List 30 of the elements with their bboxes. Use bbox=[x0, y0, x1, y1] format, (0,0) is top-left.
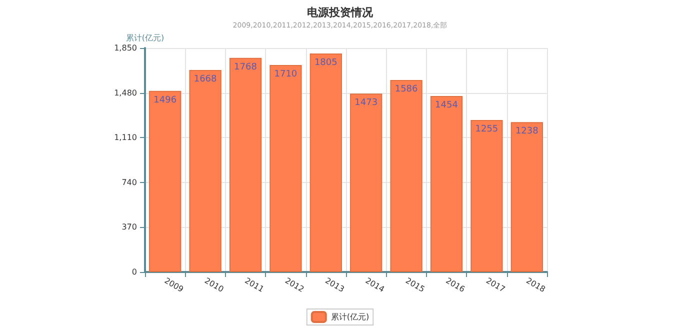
y-tick-label: 1,850 bbox=[114, 44, 137, 52]
bar bbox=[270, 64, 302, 272]
data-label: 1668 bbox=[194, 74, 218, 85]
y-tick-label: 1,480 bbox=[114, 88, 137, 98]
bar bbox=[430, 96, 463, 272]
bar bbox=[189, 70, 222, 272]
legend-label: 累计(亿元) bbox=[330, 312, 370, 322]
y-axis-title: 累计(亿元) bbox=[126, 34, 164, 42]
y-tick-label: 370 bbox=[122, 222, 137, 232]
data-label: 1255 bbox=[475, 124, 498, 135]
y-tick-label: 1,110 bbox=[114, 133, 137, 142]
y-tick-label: 740 bbox=[122, 178, 137, 187]
bar bbox=[390, 80, 422, 272]
y-tick-label: 0 bbox=[132, 268, 137, 276]
data-label: 1238 bbox=[515, 126, 539, 137]
data-label: 1473 bbox=[354, 98, 378, 108]
data-label: 1586 bbox=[394, 84, 418, 94]
bar bbox=[310, 53, 342, 272]
bar bbox=[149, 90, 182, 272]
data-label: 1768 bbox=[234, 62, 258, 72]
chart-title: 电源投资情况 bbox=[307, 6, 374, 19]
bar bbox=[510, 122, 543, 272]
bar bbox=[350, 94, 382, 272]
data-label: 1496 bbox=[154, 95, 177, 106]
data-label: 1454 bbox=[435, 100, 458, 110]
data-label: 1710 bbox=[274, 69, 298, 80]
data-label: 1805 bbox=[314, 58, 338, 68]
bar bbox=[229, 58, 262, 272]
bar bbox=[470, 120, 503, 272]
x-tick-label: 2017 bbox=[484, 276, 507, 294]
